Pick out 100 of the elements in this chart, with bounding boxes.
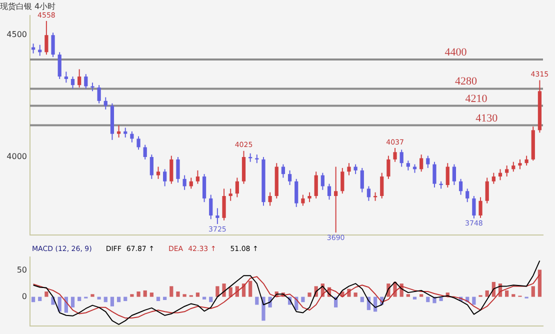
bar (70, 296, 75, 308)
bar (439, 296, 443, 302)
bar (472, 296, 476, 305)
bar (38, 296, 42, 302)
candlestick (143, 144, 147, 160)
bar (163, 296, 167, 300)
candlestick (432, 161, 436, 188)
bar (426, 296, 430, 302)
bar (222, 284, 226, 297)
candlestick (294, 178, 298, 208)
bar (406, 294, 410, 297)
bar (143, 290, 147, 297)
candlestick (512, 161, 516, 172)
bar (360, 296, 364, 302)
candlestick (216, 208, 220, 225)
candlestick (70, 76, 75, 90)
candlestick (182, 174, 186, 190)
candlestick (64, 71, 68, 84)
candlestick (498, 168, 502, 181)
candlestick (228, 188, 232, 202)
bar (308, 292, 312, 297)
candlestick (78, 68, 82, 88)
candlestick (235, 177, 239, 198)
bar (531, 286, 535, 297)
candlestick (97, 84, 101, 104)
bar (124, 296, 128, 302)
candlestick (472, 195, 476, 219)
candlestick (524, 155, 528, 166)
candlestick (163, 168, 167, 187)
candlestick (380, 172, 384, 199)
candlestick (347, 162, 351, 176)
bar (150, 292, 154, 297)
candlestick (130, 130, 134, 143)
candlestick (518, 158, 522, 170)
candlestick (446, 162, 450, 188)
bar (78, 296, 82, 302)
candlestick (340, 167, 344, 194)
bar (209, 296, 213, 302)
bar (262, 296, 266, 321)
y-tick-label: 4000 (6, 152, 27, 162)
bar (90, 294, 94, 297)
candlestick (58, 52, 62, 80)
candlestick (196, 170, 200, 184)
candlestick (156, 166, 160, 180)
bar (116, 296, 121, 302)
candlestick (492, 172, 496, 184)
bar (104, 296, 108, 302)
candlestick (281, 164, 286, 178)
bar (216, 286, 220, 297)
bar (196, 292, 200, 297)
candlestick (51, 32, 55, 58)
candlestick (150, 154, 154, 180)
bar (505, 290, 509, 297)
bar (170, 286, 174, 297)
bar (130, 294, 134, 297)
bar (255, 296, 259, 305)
bar (110, 296, 114, 306)
candlestick (366, 186, 371, 202)
candlestick (485, 177, 489, 204)
candlestick (84, 74, 88, 90)
ref-line-label: 4400 (444, 46, 468, 58)
bar (44, 292, 48, 297)
candlestick (334, 166, 338, 234)
ref-line-label: 4130 (476, 112, 498, 124)
bar (136, 292, 140, 297)
candlestick (116, 124, 121, 138)
y-tick-label: 50 (16, 265, 27, 274)
candlestick (38, 44, 42, 56)
candlestick (136, 136, 140, 150)
candlestick (420, 154, 424, 172)
bar (485, 290, 489, 297)
candlestick (393, 147, 397, 162)
candlestick (301, 194, 305, 206)
candlestick (314, 171, 318, 199)
bar (202, 296, 206, 300)
candlestick (505, 165, 509, 177)
candlestick (478, 196, 482, 218)
candlestick (222, 188, 226, 221)
bar (182, 294, 186, 297)
candlestick (44, 20, 48, 56)
candlestick (176, 156, 180, 184)
bar (156, 296, 160, 302)
candlestick (170, 155, 174, 184)
chart-title: 现货白银 4小时 (0, 2, 56, 11)
candlestick (202, 174, 206, 203)
candlestick (360, 167, 364, 193)
candlestick (400, 149, 404, 168)
candlestick (104, 96, 108, 110)
bar (354, 292, 358, 297)
candlestick (466, 188, 470, 203)
y-tick-label: 4500 (6, 30, 27, 40)
ref-line-label: 4280 (455, 76, 478, 88)
bar (512, 294, 516, 297)
bar (538, 270, 542, 297)
candlestick (458, 178, 463, 196)
candlestick (308, 192, 312, 203)
candlestick (209, 194, 213, 220)
candlestick (327, 183, 332, 200)
bar (301, 296, 305, 302)
candlestick (288, 170, 292, 186)
